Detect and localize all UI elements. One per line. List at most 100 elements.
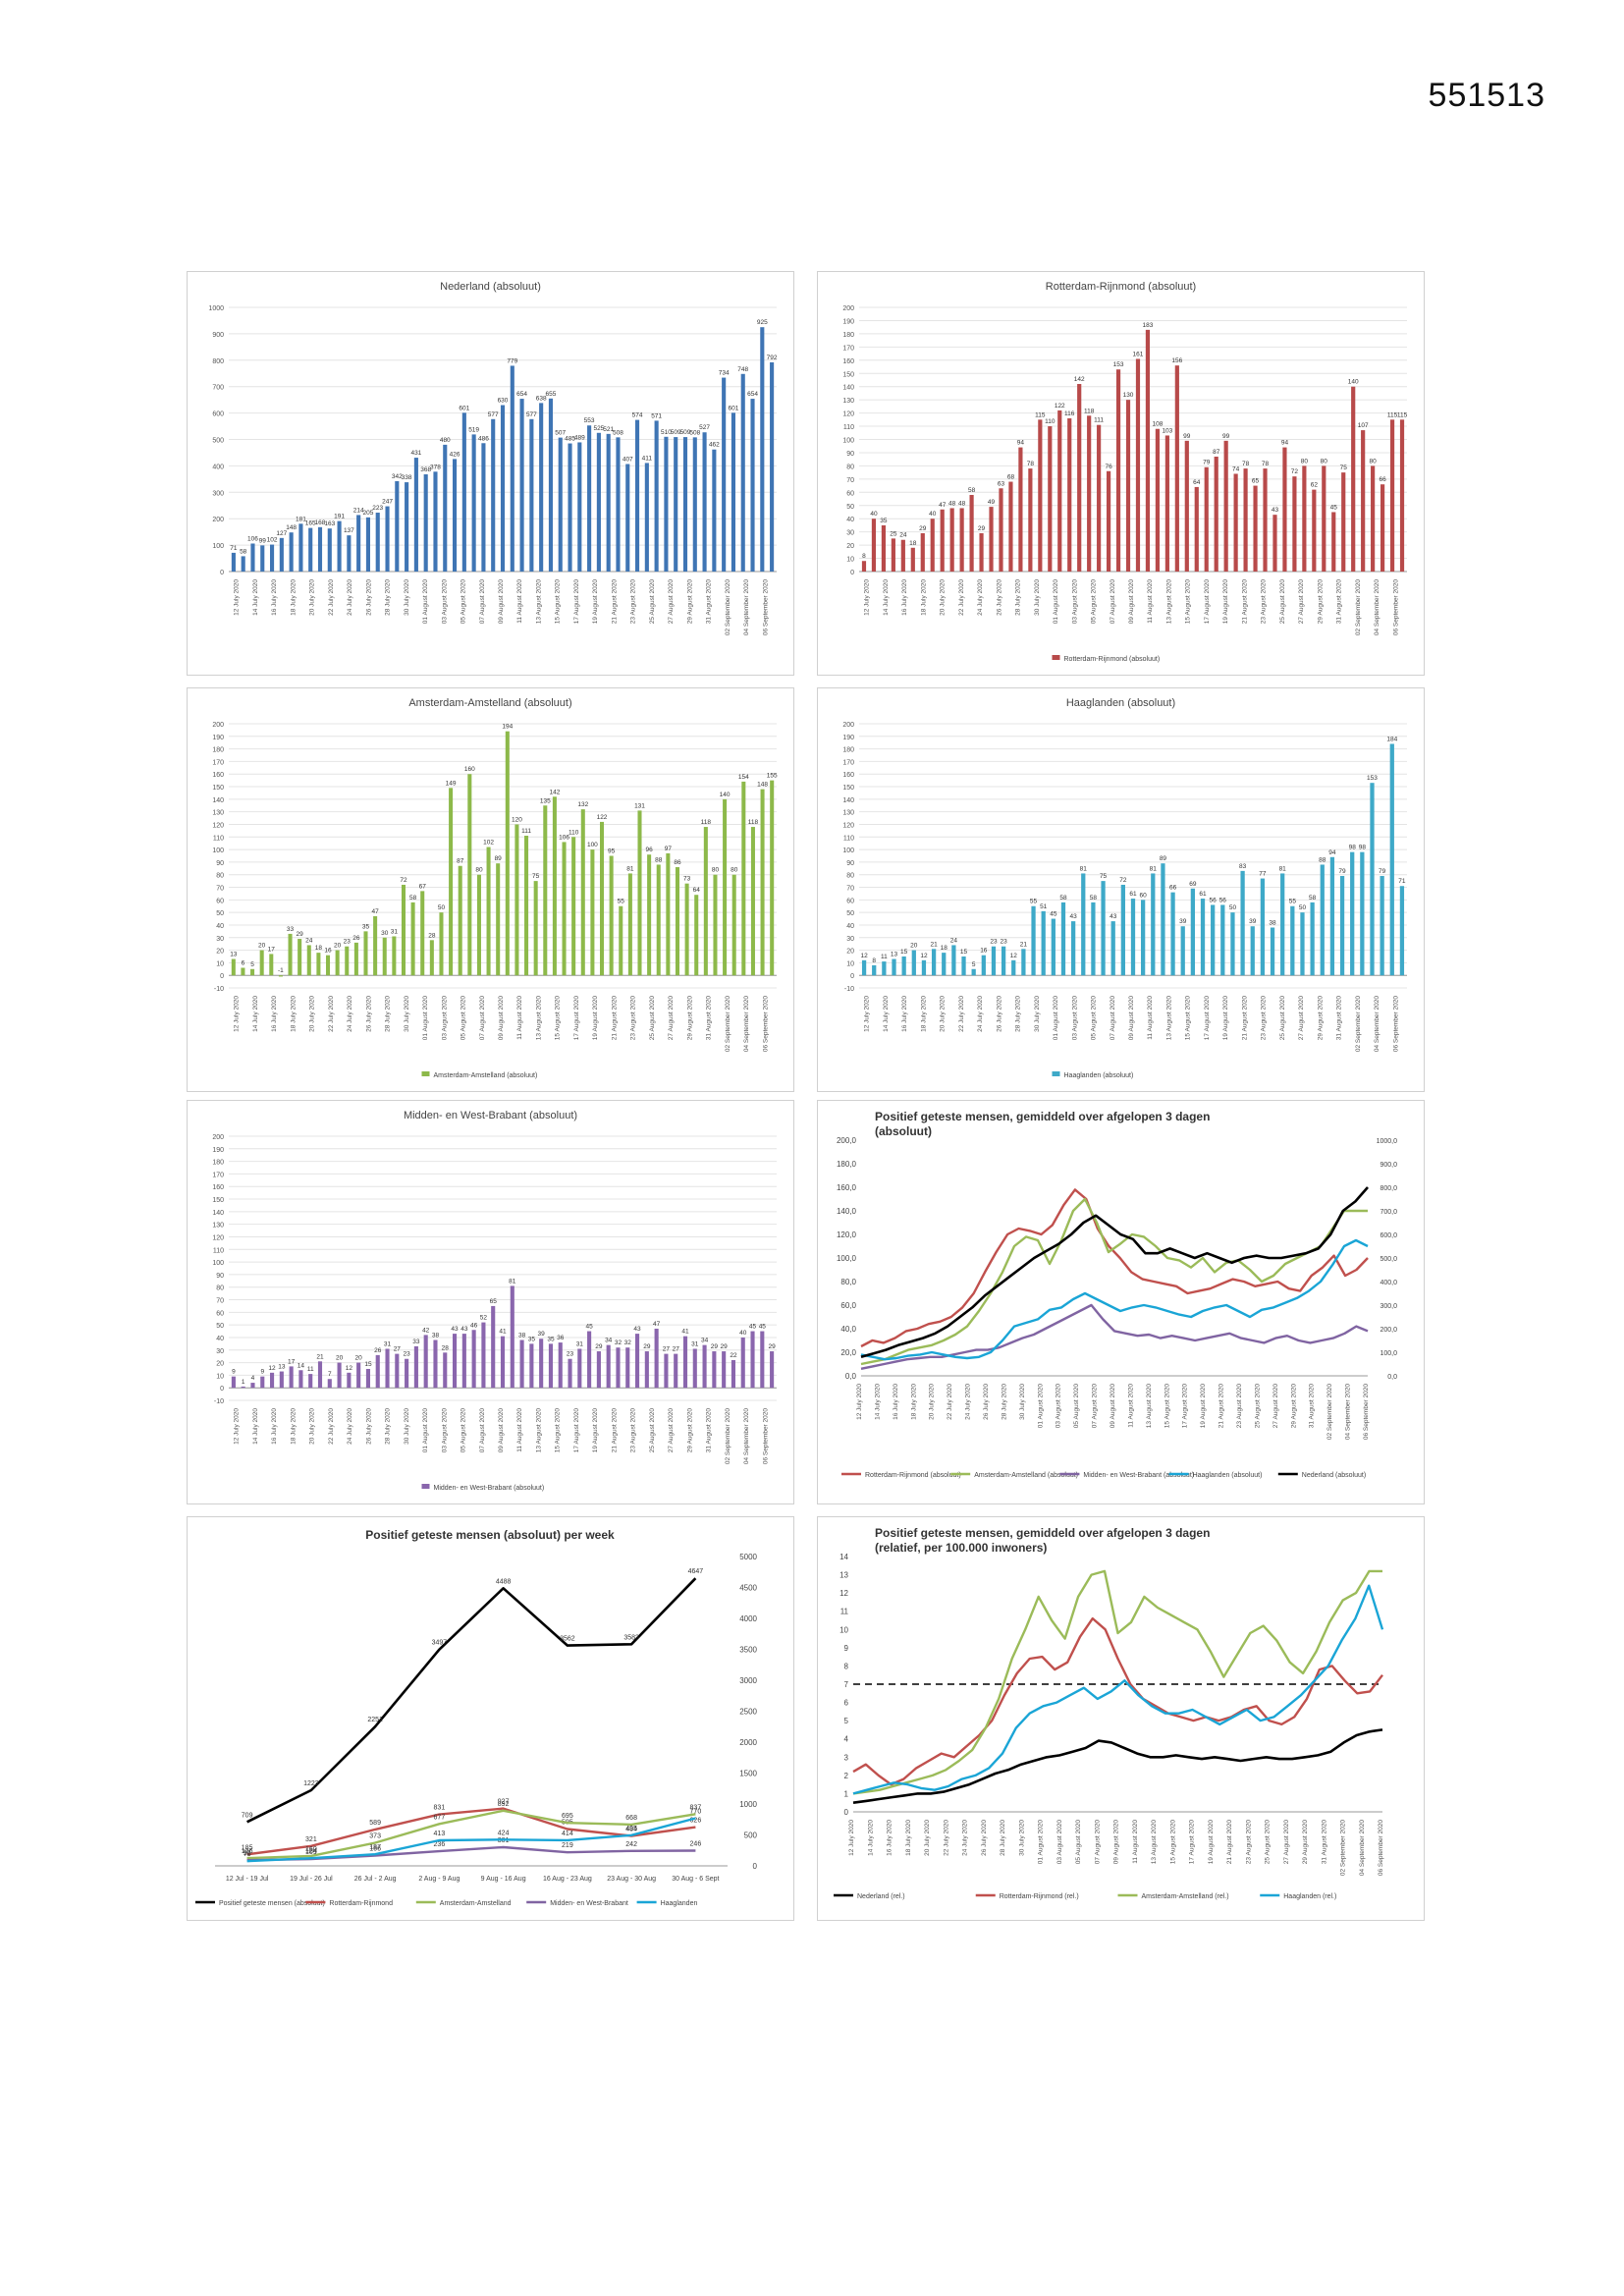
data-label: 39: [538, 1331, 546, 1338]
data-label: 75: [1100, 873, 1108, 880]
bar: [423, 1335, 428, 1389]
data-label: 519: [468, 426, 479, 433]
bar: [443, 444, 448, 572]
data-label: 111: [521, 828, 531, 835]
bar: [1161, 863, 1165, 976]
data-label: 55: [1289, 899, 1297, 905]
data-label: 140: [720, 792, 731, 798]
x-tick-label: 05 August 2020: [1091, 579, 1098, 625]
y-tick-label: 3500: [739, 1646, 757, 1655]
y-tick-label: 0: [220, 973, 224, 980]
data-label: 127: [276, 530, 287, 537]
x-tick-label: 19 August 2020: [1208, 1820, 1215, 1865]
data-label: 86: [674, 859, 681, 866]
data-label: 29: [919, 525, 927, 532]
bar: [770, 1351, 775, 1389]
bar: [298, 1370, 303, 1389]
data-label: 110: [568, 829, 579, 836]
bar: [1067, 417, 1072, 572]
data-label: 40: [739, 1330, 747, 1337]
bar: [731, 1360, 736, 1389]
data-label: 24: [950, 937, 958, 944]
x-tick-label: 15 August 2020: [555, 579, 562, 625]
bar: [1341, 472, 1346, 572]
bar: [616, 1347, 621, 1389]
x-tick-label: 05 August 2020: [1091, 996, 1098, 1041]
x-tick-label: 03 August 2020: [441, 996, 448, 1041]
y-tick-label: 140: [842, 385, 854, 392]
bar: [1233, 473, 1238, 572]
bar: [760, 1331, 765, 1389]
bar: [713, 874, 718, 976]
bar: [410, 902, 415, 976]
bar: [327, 1379, 332, 1389]
bar: [327, 528, 332, 572]
x-tick-label: 02 September 2020: [725, 579, 731, 635]
x-tick-label: 04 September 2020: [743, 996, 750, 1052]
chart-panel-amsterdam-amstelland: Amsterdam-Amstelland (absoluut) -10 0 10 20 3…: [187, 687, 794, 1092]
bar: [486, 847, 491, 976]
bar: [385, 506, 390, 572]
x-tick-label: 20 July 2020: [309, 996, 316, 1032]
data-label: 509: [680, 429, 691, 436]
data-label: 106: [247, 535, 258, 542]
y-tick-label: 160: [212, 772, 224, 779]
x-tick-label: 30 July 2020: [404, 1408, 410, 1445]
x-tick-label: 09 August 2020: [1128, 996, 1135, 1041]
data-label: 20: [910, 943, 918, 950]
x-tick-label: 18 July 2020: [905, 1820, 912, 1856]
legend-label: Rotterdam-Rijnmond (absoluut): [1064, 656, 1161, 663]
bar: [510, 365, 514, 572]
data-label: 36: [557, 1335, 565, 1341]
bar: [1282, 447, 1287, 572]
data-label: 142: [1074, 376, 1085, 383]
y-tick-label: 160: [842, 772, 854, 779]
bar: [694, 895, 699, 976]
data-label: 107: [1358, 422, 1369, 429]
data-label: 43: [451, 1326, 459, 1333]
data-label: 49: [988, 499, 996, 506]
bar: [634, 1334, 640, 1389]
x-tick-label: 05 August 2020: [1075, 1820, 1082, 1865]
bar: [930, 519, 935, 572]
chart-title: Amsterdam-Amstelland (absoluut): [408, 697, 571, 709]
data-label: 219: [562, 1842, 573, 1849]
bar: [1312, 489, 1317, 572]
data-label: 668: [625, 1815, 637, 1822]
bar: [664, 436, 669, 572]
bar: [1115, 369, 1121, 572]
x-tick-label: 15 August 2020: [1185, 996, 1192, 1041]
legend-label: Rotterdam-Rijnmond (absoluut): [865, 1472, 961, 1479]
bar: [260, 545, 265, 572]
bar: [353, 942, 358, 976]
bar: [308, 1374, 313, 1389]
bar: [250, 543, 255, 572]
data-label: 88: [1319, 856, 1326, 863]
bar: [363, 931, 368, 976]
data-label: 20: [355, 1355, 363, 1362]
bar: [1200, 899, 1206, 976]
x-tick-label: 30 July 2020: [1034, 579, 1041, 616]
x-tick-label: 15 August 2020: [555, 1408, 562, 1453]
y-tick-label: 140,0: [837, 1207, 857, 1216]
x-tick-label: 23 August 2020: [1261, 579, 1268, 625]
data-label: 35: [362, 923, 370, 930]
data-label: 4488: [496, 1578, 512, 1585]
bar: [1101, 881, 1106, 976]
bar: [712, 449, 717, 572]
data-label: 1223: [303, 1780, 319, 1787]
y-tick-label: 80: [216, 1285, 224, 1292]
bar: [269, 954, 274, 976]
bar: [674, 437, 678, 572]
data-label: 31: [691, 1340, 699, 1347]
x-tick-label: 01 August 2020: [1053, 996, 1059, 1041]
data-label: 118: [1084, 408, 1095, 414]
x-tick-label: 21 August 2020: [1226, 1820, 1233, 1865]
legend-label: Positief geteste mensen (absoluut): [219, 1900, 325, 1907]
data-label: 368: [420, 466, 431, 473]
data-label: 223: [372, 505, 383, 512]
x-tick-label: 11 August 2020: [1127, 1384, 1134, 1428]
data-label: 161: [1133, 351, 1144, 357]
legend-label: Midden- en West-Brabant (absoluut): [1083, 1472, 1194, 1479]
data-label: 242: [625, 1841, 637, 1848]
